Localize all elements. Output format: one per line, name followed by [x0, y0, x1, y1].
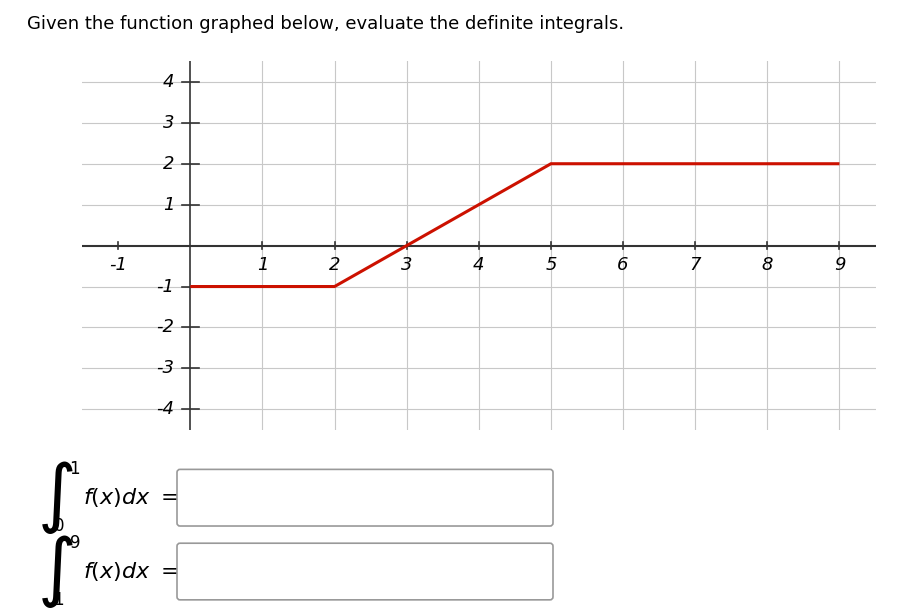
Text: -2: -2 — [156, 319, 174, 336]
Text: $1$: $1$ — [69, 460, 80, 478]
Text: 3: 3 — [401, 256, 412, 274]
Text: $1$: $1$ — [53, 591, 64, 609]
Text: -4: -4 — [156, 400, 174, 418]
FancyBboxPatch shape — [177, 543, 552, 600]
Text: $\int$: $\int$ — [36, 533, 73, 610]
Text: 1: 1 — [256, 256, 268, 274]
Text: 5: 5 — [545, 256, 556, 274]
Text: 6: 6 — [617, 256, 628, 274]
Text: 8: 8 — [761, 256, 773, 274]
Text: 3: 3 — [163, 114, 174, 132]
Text: 9: 9 — [833, 256, 844, 274]
Text: $f(x)dx\ =$: $f(x)dx\ =$ — [83, 560, 179, 583]
Text: $9$: $9$ — [69, 534, 80, 552]
Text: $0$: $0$ — [53, 517, 65, 535]
FancyBboxPatch shape — [177, 469, 552, 526]
Text: -1: -1 — [109, 256, 127, 274]
Text: -3: -3 — [156, 359, 174, 378]
Text: 7: 7 — [689, 256, 701, 274]
Text: -1: -1 — [156, 278, 174, 295]
Text: Given the function graphed below, evaluate the definite integrals.: Given the function graphed below, evalua… — [27, 15, 624, 33]
Text: $f(x)dx\ =$: $f(x)dx\ =$ — [83, 486, 179, 509]
Text: 2: 2 — [163, 155, 174, 173]
Text: $\int$: $\int$ — [36, 459, 73, 536]
Text: 1: 1 — [163, 196, 174, 214]
Text: 2: 2 — [329, 256, 340, 274]
Text: 4: 4 — [473, 256, 484, 274]
Text: 4: 4 — [163, 73, 174, 91]
